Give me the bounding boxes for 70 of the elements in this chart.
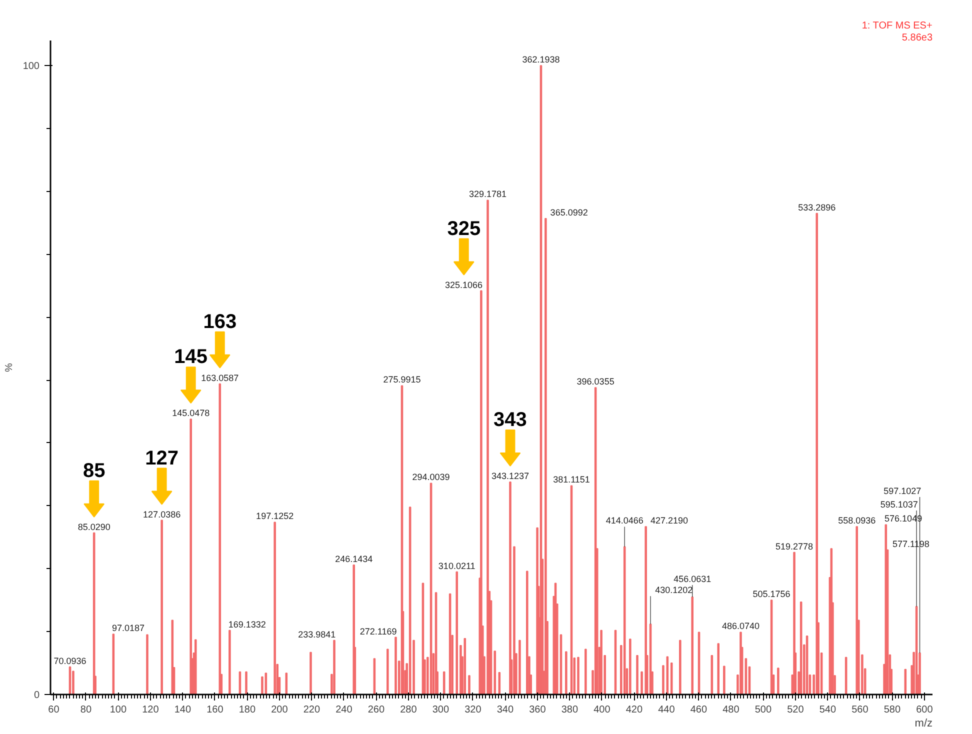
annotation: 163.0587 [201, 372, 239, 383]
x-tick-label: 140 [174, 704, 192, 716]
annotation: 169.1332 [228, 619, 266, 630]
x-tick-label: 240 [336, 704, 353, 716]
x-tick-label: 600 [916, 704, 934, 716]
annotation: 486.0740 [722, 621, 760, 632]
x-tick-label: 560 [852, 704, 869, 716]
annotation: 197.1252 [256, 511, 294, 522]
annotation: 362.1938 [522, 54, 560, 65]
annotation: 533.2896 [798, 202, 836, 212]
annotation: 456.0631 [674, 574, 712, 584]
annotation: 597.1027 [884, 486, 922, 496]
annotation: 595.1037 [880, 499, 918, 510]
x-tick-label: 60 [48, 704, 60, 716]
x-tick-label: 100 [110, 704, 128, 716]
x-tick-label: 440 [658, 704, 676, 716]
x-tick-label: 200 [271, 704, 288, 716]
x-tick-label: 180 [238, 704, 256, 716]
x-tick-label: 580 [884, 704, 901, 716]
annotation: 310.0211 [438, 560, 476, 571]
x-tick-label: 480 [722, 704, 740, 716]
annotation: 365.0992 [550, 207, 588, 218]
annotation: 275.9915 [383, 374, 421, 385]
annotation: 85 [82, 460, 106, 482]
x-tick-label: 400 [594, 704, 611, 716]
annotation: 325 [447, 218, 481, 240]
annotation: 329.1781 [468, 189, 507, 200]
annotation: 145 [174, 346, 208, 368]
text: 1: TOF MS ES+ [862, 20, 932, 32]
annotation: 145.0478 [172, 408, 210, 418]
annotation: 325.1066 [445, 280, 483, 290]
x-tick-label: 280 [400, 704, 418, 716]
x-tick-label: 380 [561, 704, 578, 716]
x-tick-label: 460 [690, 704, 708, 716]
x-tick-label: 320 [464, 704, 482, 716]
annotation: 272.1169 [360, 626, 397, 636]
annotation: 233.9841 [298, 629, 336, 640]
x-tick-label: 500 [754, 704, 772, 716]
annotation: 505.1756 [752, 589, 790, 600]
annotation: 343 [494, 408, 527, 431]
annotation: 127.0386 [143, 509, 181, 520]
annotation: 70.0936 [54, 656, 86, 666]
annotation: 396.0355 [576, 376, 614, 387]
x-tick-label: 300 [432, 704, 450, 716]
annotation: 294.0039 [412, 472, 450, 482]
x-tick-label: 80 [80, 704, 92, 716]
y-tick-label: 0 [34, 690, 40, 701]
x-axis-title: m/z [914, 718, 933, 730]
annotation: 85.0290 [78, 522, 110, 532]
y-axis-title: % [4, 362, 15, 372]
annotation: 127 [145, 447, 179, 470]
annotation: 246.1434 [335, 554, 373, 564]
x-tick-label: 120 [142, 704, 160, 716]
annotation: 427.2190 [650, 516, 688, 526]
x-tick-label: 540 [819, 704, 836, 716]
annotation: 519.2778 [776, 541, 814, 552]
x-tick-label: 160 [206, 704, 224, 716]
annotation: 163 [203, 310, 237, 333]
annotation: 5.86e3 [902, 32, 933, 44]
x-tick-label: 260 [368, 704, 385, 716]
x-tick-label: 520 [787, 704, 804, 716]
annotation: 381.1151 [553, 474, 590, 485]
annotation: 97.0187 [112, 623, 145, 634]
x-tick-label: 340 [496, 704, 514, 716]
annotation: 558.0936 [838, 516, 876, 526]
x-tick-label: 420 [626, 704, 643, 716]
x-tick-label: 360 [529, 704, 546, 716]
x-tick-label: 220 [303, 704, 320, 716]
annotation: 343.1237 [491, 470, 530, 481]
annotation: 414.0466 [606, 516, 644, 526]
